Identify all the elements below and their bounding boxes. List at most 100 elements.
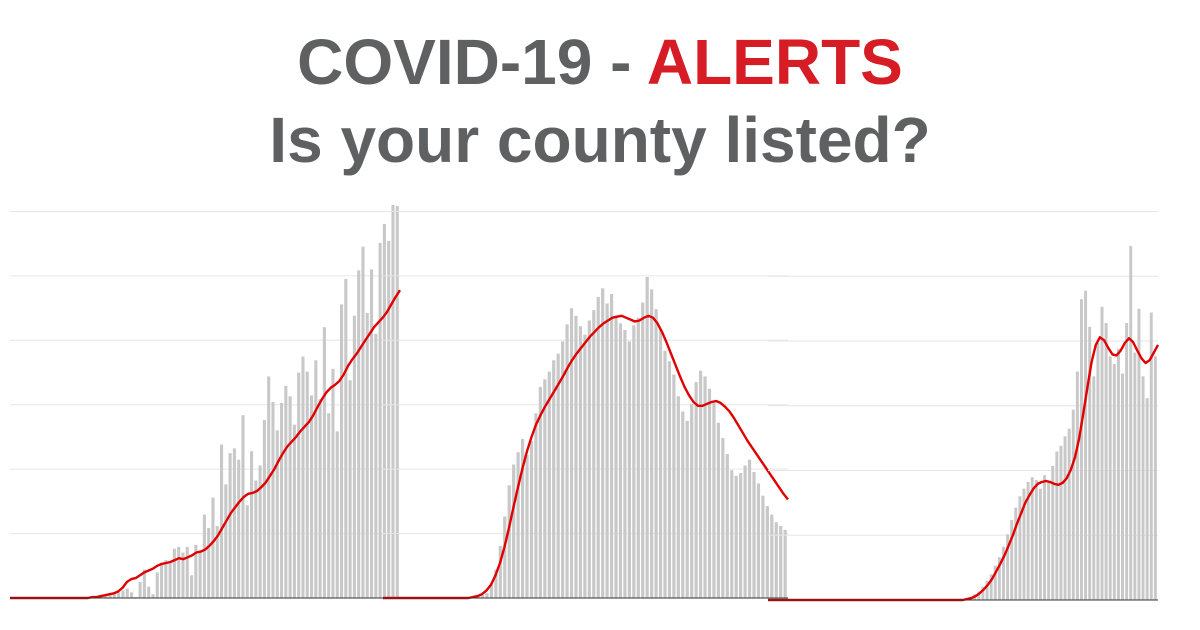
bar — [569, 308, 574, 598]
bar — [609, 294, 614, 598]
bar — [322, 327, 326, 598]
bar — [707, 388, 712, 598]
bar — [1149, 312, 1153, 600]
headline-prefix: COVID-19 - — [297, 26, 647, 98]
bar — [641, 302, 645, 598]
bar — [378, 242, 382, 598]
bar — [1129, 245, 1133, 600]
headline-line-2: Is your county listed? — [269, 104, 931, 176]
bar — [547, 371, 551, 598]
bar — [1034, 480, 1038, 600]
bar — [340, 304, 344, 598]
chart-panel-3 — [768, 210, 1160, 602]
bar — [262, 419, 266, 598]
bar — [685, 420, 689, 598]
bar — [1055, 451, 1059, 600]
bar — [147, 586, 151, 598]
bar — [1067, 428, 1071, 600]
bar — [614, 315, 618, 598]
bar — [676, 396, 680, 598]
bar — [1137, 308, 1141, 600]
bar — [292, 424, 296, 598]
bar — [1038, 488, 1042, 600]
bar — [512, 464, 516, 598]
bar — [489, 584, 494, 598]
bar — [1084, 290, 1088, 600]
bar — [1047, 481, 1051, 600]
bar — [498, 545, 502, 598]
bar — [480, 595, 485, 598]
bar — [172, 548, 176, 598]
bar — [211, 497, 215, 598]
bar — [284, 385, 288, 598]
bar — [1075, 371, 1079, 600]
bar — [305, 371, 309, 598]
bar — [108, 595, 112, 598]
bar — [1141, 376, 1145, 600]
bar — [681, 411, 685, 598]
bar — [112, 594, 116, 598]
bar — [663, 350, 667, 598]
bar — [344, 278, 348, 598]
bar — [370, 269, 374, 598]
bar — [565, 324, 569, 598]
bar — [734, 475, 738, 598]
bar — [288, 396, 292, 598]
bar — [596, 296, 600, 598]
bar — [117, 592, 121, 598]
bar — [561, 341, 565, 598]
bar — [716, 422, 720, 598]
bar — [352, 315, 356, 598]
bar — [627, 341, 631, 598]
bar — [391, 205, 395, 598]
bar — [1071, 409, 1075, 600]
bar — [361, 246, 365, 598]
bar — [142, 569, 146, 598]
bar — [121, 590, 125, 598]
chart-panel-2 — [383, 210, 789, 600]
bar — [164, 560, 168, 598]
bar — [1145, 398, 1149, 600]
bar — [578, 326, 583, 598]
bar — [623, 330, 627, 598]
bar — [185, 546, 189, 598]
bar — [574, 315, 578, 598]
bar — [1108, 356, 1112, 600]
bar — [592, 310, 596, 598]
bar — [529, 440, 534, 598]
bar — [228, 453, 232, 598]
bar — [1116, 348, 1120, 600]
headline-alerts: ALERTS — [646, 26, 903, 98]
bar — [1112, 363, 1116, 600]
bar — [525, 455, 529, 598]
bar — [1010, 520, 1014, 600]
bar — [1002, 546, 1005, 600]
bar — [1014, 507, 1018, 600]
bar — [658, 329, 663, 598]
bar — [645, 276, 649, 598]
bar — [694, 382, 698, 598]
bar — [654, 309, 658, 598]
bar — [520, 438, 525, 598]
bar — [241, 415, 245, 598]
bar — [618, 323, 623, 598]
bar — [761, 495, 765, 598]
bar — [601, 288, 605, 598]
bar — [770, 514, 774, 598]
bar — [485, 593, 489, 598]
bar — [331, 368, 335, 598]
bar — [698, 370, 703, 598]
bar — [314, 360, 318, 598]
bar — [650, 289, 654, 598]
bar — [215, 526, 219, 598]
bar — [507, 485, 511, 598]
bar — [365, 312, 369, 598]
bar — [130, 592, 134, 598]
bar — [636, 317, 640, 598]
bar — [1104, 323, 1108, 600]
bar — [348, 380, 352, 598]
bar — [224, 484, 228, 598]
bar — [783, 529, 787, 598]
bar — [721, 437, 725, 598]
bar — [275, 430, 279, 598]
